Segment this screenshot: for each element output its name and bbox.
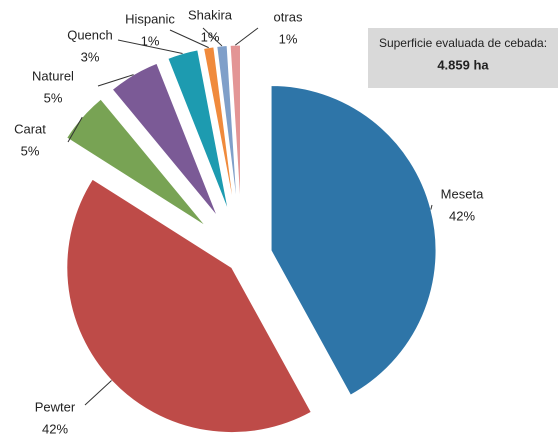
leader-line [202, 27, 223, 47]
pie-slice [229, 44, 241, 211]
slice-label: Quench [67, 27, 113, 42]
annotation-value: 4.859 ha [437, 57, 489, 72]
slice-value-label: 5% [21, 143, 40, 158]
annotation-box [368, 28, 558, 88]
slice-label: otras [274, 9, 303, 24]
pie-slice [66, 178, 312, 434]
leader-line [235, 27, 259, 46]
pie-slice [270, 85, 437, 396]
slice-label: Carat [14, 121, 46, 136]
slice-value-label: 5% [44, 90, 63, 105]
slice-label: Meseta [441, 186, 484, 201]
slice-value-label: 3% [81, 49, 100, 64]
pie-slice [167, 49, 230, 213]
slice-value-label: 42% [449, 208, 475, 223]
leader-line [97, 74, 134, 87]
leader-line [67, 116, 83, 143]
leader-line [84, 380, 112, 406]
slice-label: Shakira [188, 7, 233, 22]
slice-label: Hispanic [125, 11, 175, 26]
slice-label: Pewter [35, 399, 76, 414]
slice-value-label: 1% [201, 29, 220, 44]
leader-line [430, 204, 433, 210]
pie-slice [111, 62, 219, 218]
annotation-title: Superficie evaluada de cebada: [379, 36, 547, 50]
slice-label: Naturel [32, 68, 74, 83]
leader-line [117, 39, 183, 54]
slice-value-label: 1% [279, 31, 298, 46]
slice-value-label: 1% [141, 33, 160, 48]
leader-line [169, 29, 209, 49]
slice-value-label: 42% [42, 421, 68, 436]
